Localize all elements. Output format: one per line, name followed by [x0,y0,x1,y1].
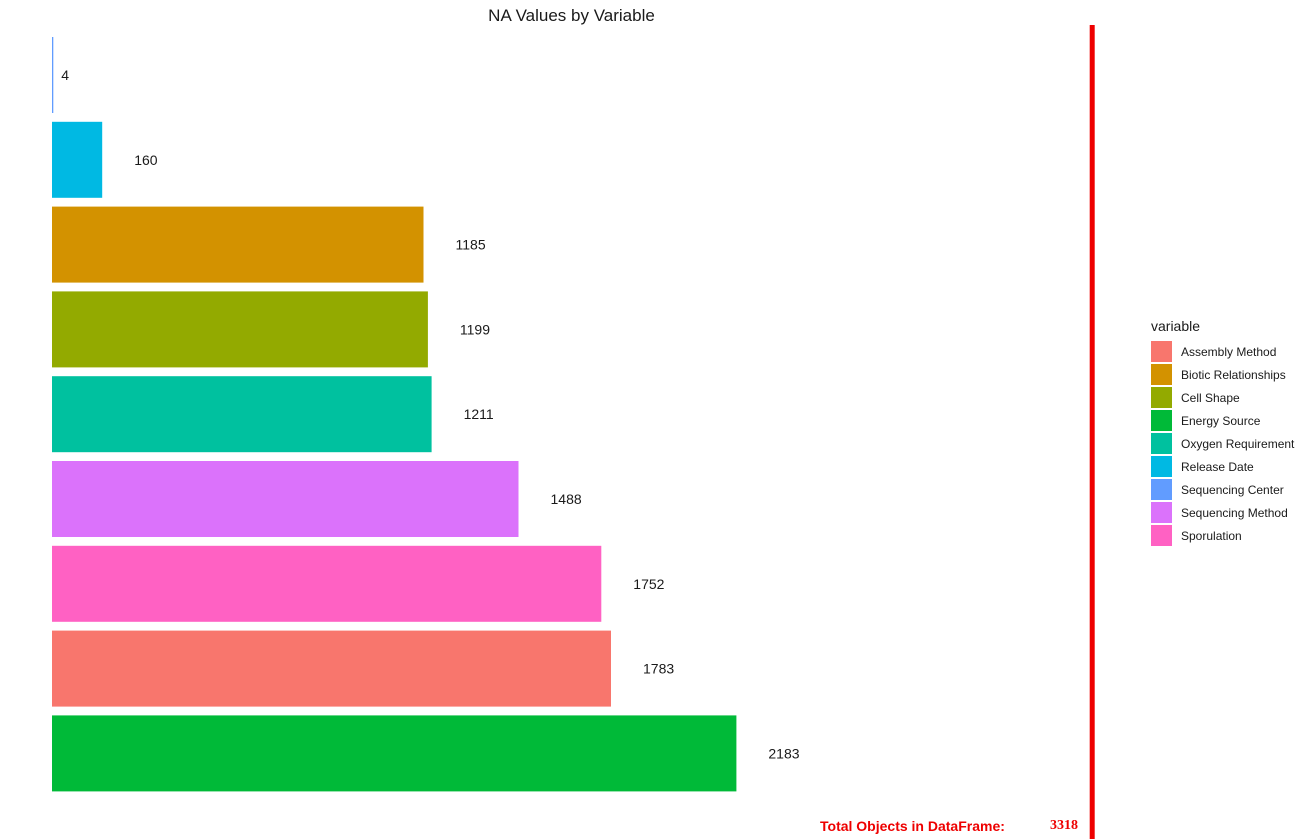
legend-label: Release Date [1181,459,1254,474]
legend: variable Assembly Method Biotic Relations… [1151,318,1294,547]
legend-item-energy-source: Energy Source [1151,409,1294,432]
legend-swatch [1151,341,1172,362]
legend-swatch [1151,364,1172,385]
data-label-sequencing-center: 4 [61,67,69,83]
bar-assembly-method [52,630,611,707]
legend-item-assembly-method: Assembly Method [1151,340,1294,363]
total-objects-label: Total Objects in DataFrame: [820,818,1005,834]
legend-label: Sequencing Center [1181,482,1284,497]
bar-release-date [52,121,103,198]
legend-label: Cell Shape [1181,390,1240,405]
legend-swatch [1151,387,1172,408]
legend-item-sporulation: Sporulation [1151,524,1294,547]
bar-oxygen-requirement [52,376,432,453]
legend-swatch [1151,410,1172,431]
legend-items: Assembly Method Biotic Relationships Cell … [1151,340,1294,547]
data-label-sequencing-method: 1488 [551,491,582,507]
legend-item-sequencing-center: Sequencing Center [1151,478,1294,501]
legend-swatch [1151,479,1172,500]
legend-swatch [1151,433,1172,454]
legend-item-cell-shape: Cell Shape [1151,386,1294,409]
chart-title: NA Values by Variable [488,6,655,25]
bar-chart-plot: 4 160 1185 1199 1211 1488 1752 1783 2183 [52,25,1095,839]
legend-swatch [1151,456,1172,477]
bar-cell-shape [52,291,428,368]
bar-biotic-relationships [52,206,424,283]
legend-item-oxygen-requirement: Oxygen Requirement [1151,432,1294,455]
legend-item-sequencing-method: Sequencing Method [1151,501,1294,524]
total-objects-value: 3318 [1050,818,1078,833]
legend-label: Energy Source [1181,413,1261,428]
legend-label: Assembly Method [1181,344,1277,359]
legend-label: Sporulation [1181,528,1242,543]
legend-swatch [1151,502,1172,523]
data-label-oxygen-requirement: 1211 [464,406,494,422]
bar-energy-source [52,715,737,792]
legend-label: Sequencing Method [1181,505,1288,520]
data-label-assembly-method: 1783 [643,661,674,677]
legend-item-release-date: Release Date [1151,455,1294,478]
bar-sequencing-method [52,461,519,537]
data-label-cell-shape: 1199 [460,321,490,337]
legend-label: Biotic Relationships [1181,367,1286,382]
data-label-sporulation: 1752 [633,576,664,592]
legend-label: Oxygen Requirement [1181,436,1295,451]
legend-swatch [1151,525,1172,546]
bar-sporulation [52,545,602,622]
legend-item-biotic-relationships: Biotic Relationships [1151,363,1294,386]
data-label-biotic-relationships: 1185 [456,237,486,253]
legend-title: variable [1151,318,1201,334]
data-label-energy-source: 2183 [768,745,799,761]
data-label-release-date: 160 [134,152,158,168]
bar-sequencing-center [52,37,54,113]
